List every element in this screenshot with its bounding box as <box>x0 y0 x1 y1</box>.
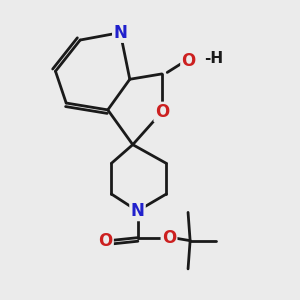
Text: O: O <box>182 52 196 70</box>
Text: O: O <box>162 229 176 247</box>
Text: N: N <box>113 24 127 42</box>
Text: N: N <box>130 202 145 220</box>
Text: O: O <box>98 232 112 250</box>
Text: O: O <box>155 103 169 121</box>
Text: -H: -H <box>204 51 223 66</box>
